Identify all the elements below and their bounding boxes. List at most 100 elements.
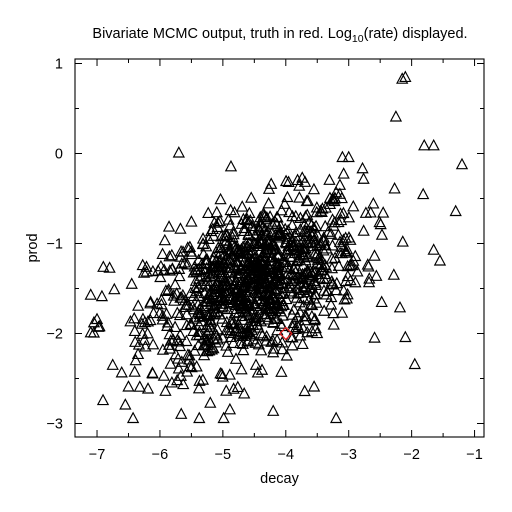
data-point [93, 319, 106, 332]
data-point [342, 150, 355, 163]
data-point [189, 263, 202, 276]
data-point [259, 246, 273, 258]
data-point [250, 314, 263, 326]
data-point [320, 287, 333, 300]
data-point [357, 172, 370, 184]
data-point [319, 267, 332, 280]
data-point [310, 326, 324, 339]
data-point [427, 138, 440, 151]
data-point [153, 306, 166, 319]
data-point [340, 242, 354, 255]
data-point [196, 237, 210, 249]
data-point [211, 220, 224, 232]
data-point [183, 353, 196, 365]
data-point [305, 235, 319, 248]
data-point [286, 268, 300, 281]
data-point [296, 321, 310, 334]
data-point [224, 289, 238, 302]
data-point [292, 320, 305, 333]
chart-title-rest: (rate) displayed. [364, 26, 468, 42]
data-point [181, 348, 195, 360]
data-point [146, 264, 160, 277]
data-point [339, 274, 353, 287]
data-point [268, 311, 281, 323]
data-point [192, 338, 205, 351]
data-point [320, 241, 333, 254]
data-point [174, 250, 187, 262]
data-point [300, 309, 313, 322]
data-point [204, 396, 217, 408]
data-point [324, 227, 338, 239]
data-point [418, 138, 431, 151]
data-point [220, 323, 233, 336]
data-point [322, 225, 335, 237]
data-point [301, 265, 314, 278]
data-point [174, 222, 187, 234]
data-point [343, 259, 356, 271]
data-point [293, 191, 306, 203]
data-point [245, 219, 259, 232]
data-point [193, 328, 206, 340]
data-point [173, 269, 186, 282]
data-point [160, 307, 173, 319]
data-point [387, 268, 400, 280]
data-point [393, 300, 407, 313]
data-point [239, 327, 253, 339]
data-point [224, 260, 237, 272]
data-point [213, 294, 226, 306]
data-point [132, 299, 145, 311]
data-point [317, 304, 331, 316]
data-point [281, 190, 294, 203]
data-point [180, 318, 193, 331]
x-axis-label: decay [260, 471, 299, 487]
data-point [363, 272, 376, 284]
data-point [191, 280, 205, 292]
data-point [261, 233, 274, 245]
data-point [180, 334, 193, 347]
data-point [330, 283, 343, 296]
data-point [273, 229, 286, 241]
data-point [219, 253, 232, 265]
data-point [235, 217, 248, 229]
data-point [147, 306, 160, 319]
data-point [253, 265, 267, 277]
x-tick-label: −7 [89, 447, 106, 463]
data-point [313, 271, 326, 283]
data-point [241, 298, 254, 310]
data-point [388, 181, 401, 194]
data-point [237, 343, 250, 356]
data-point [95, 289, 109, 302]
data-point [301, 194, 315, 206]
data-point [240, 276, 253, 288]
data-point [399, 330, 412, 343]
data-point [308, 236, 322, 249]
data-point [211, 215, 225, 228]
data-point [201, 274, 214, 286]
data-point [215, 259, 229, 272]
data-point [174, 369, 188, 381]
data-point [292, 271, 306, 284]
x-tick-label: −2 [403, 447, 420, 463]
data-point [290, 254, 303, 267]
data-point [317, 244, 330, 256]
data-point [207, 287, 220, 299]
data-point [236, 309, 249, 322]
data-point [233, 266, 247, 279]
data-point [188, 344, 201, 356]
data-point [229, 293, 243, 306]
data-point [272, 268, 286, 281]
data-point [305, 324, 319, 337]
data-point [326, 213, 339, 225]
data-point [362, 275, 376, 288]
data-point [274, 317, 288, 329]
data-point [194, 289, 207, 301]
data-point [315, 257, 328, 269]
y-tick-label: −1 [46, 237, 63, 253]
data-point [220, 384, 233, 396]
x-tick-label: −4 [278, 447, 295, 463]
data-point [185, 215, 198, 227]
data-point [255, 274, 268, 287]
data-point [286, 209, 299, 222]
data-point [245, 191, 258, 203]
